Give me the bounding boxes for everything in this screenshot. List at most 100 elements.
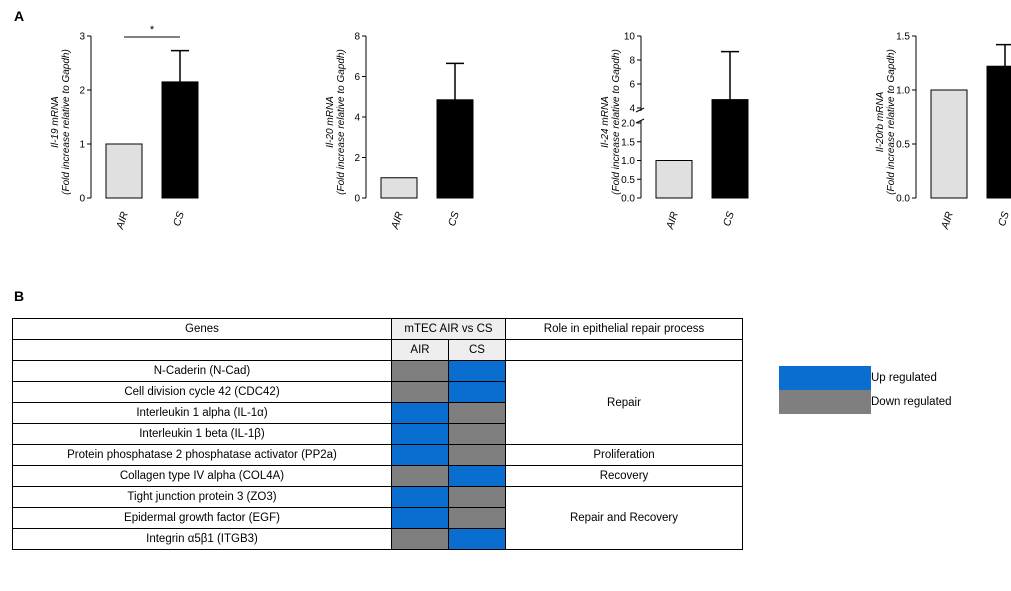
role-cell: Repair — [505, 360, 743, 445]
air-regulation-cell — [391, 528, 449, 550]
subheader-role-blank — [505, 339, 743, 361]
y-tick-label: 1 — [79, 140, 85, 151]
cs-regulation-cell — [448, 486, 506, 508]
panel-b-label: B — [14, 288, 25, 304]
gene-name-cell: Protein phosphatase 2 phosphatase activa… — [12, 444, 392, 466]
cs-regulation-cell — [448, 507, 506, 529]
y-tick-label: 0 — [79, 194, 85, 205]
air-bar — [930, 89, 968, 199]
gene-name-cell: N-Caderin (N-Cad) — [12, 360, 392, 382]
gene-regulation-table: Genes mTEC AIR vs CS Role in epithelial … — [12, 318, 743, 550]
cs-regulation-cell — [448, 381, 506, 403]
legend-up: Up regulated — [779, 366, 952, 390]
gene-name-cell: Collagen type IV alpha (COL4A) — [12, 465, 392, 487]
y-tick-label: 4 — [629, 104, 635, 115]
gene-name-cell: Integrin α5β1 (ITGB3) — [12, 528, 392, 550]
significance-marker: * — [150, 24, 155, 36]
y-tick-label: 0.0 — [621, 194, 635, 205]
cs-bar — [161, 81, 199, 199]
air-regulation-cell — [391, 444, 449, 466]
axis-break-mark — [635, 118, 645, 124]
subheader-blank — [12, 339, 392, 361]
role-cell: Proliferation — [505, 444, 743, 466]
y-tick-label: 0.5 — [621, 175, 635, 186]
table-row: Interleukin 1 alpha (IL-1α) — [12, 402, 743, 424]
air-bar — [105, 143, 143, 199]
air-regulation-cell — [391, 465, 449, 487]
cs-regulation-cell — [448, 360, 506, 382]
table-row: Protein phosphatase 2 phosphatase activa… — [12, 444, 743, 466]
legend-up-label: Up regulated — [871, 372, 937, 384]
table-row: N-Caderin (N-Cad) Repair — [12, 360, 743, 445]
air-header: AIR — [391, 339, 449, 361]
role-header: Role in epithelial repair process — [505, 318, 743, 340]
cs-bar — [986, 65, 1011, 199]
legend: Up regulated Down regulated — [779, 366, 952, 414]
air-regulation-cell — [391, 381, 449, 403]
gene-name-cell: Interleukin 1 beta (IL-1β) — [12, 423, 392, 445]
y-axis-label: Il-24 mRNA — [600, 96, 611, 148]
y-tick-label: 6 — [629, 80, 635, 91]
y-tick-label: 8 — [354, 32, 360, 43]
legend-down-label: Down regulated — [871, 396, 952, 408]
y-axis-label: Il-20 mRNA — [325, 96, 336, 148]
cs-regulation-cell — [448, 528, 506, 550]
cs-bar — [436, 99, 474, 199]
cs-regulation-cell — [448, 444, 506, 466]
y-axis-label-2: (Fold increase relative to Gapdh) — [61, 49, 72, 195]
category-label: AIR — [664, 210, 681, 232]
category-label: CS — [446, 210, 462, 228]
legend-down: Down regulated — [779, 390, 952, 414]
y-tick-label: 2 — [79, 86, 85, 97]
cs-header: CS — [448, 339, 506, 361]
y-axis-label-2: (Fold increase relative to Gapdh) — [886, 49, 897, 195]
y-axis-label-2: (Fold increase relative to Gapdh) — [611, 49, 622, 195]
y-axis-label-2: (Fold increase relative to Gapdh) — [336, 49, 347, 195]
group-header: mTEC AIR vs CS — [391, 318, 506, 340]
category-label: AIR — [939, 210, 956, 232]
y-tick-label: 10 — [624, 32, 636, 43]
air-regulation-cell — [391, 486, 449, 508]
category-label: AIR — [389, 210, 406, 232]
cs-regulation-cell — [448, 402, 506, 424]
y-tick-label: 2.0 — [621, 119, 635, 130]
role-cell: Repair and Recovery — [505, 486, 743, 550]
y-tick-label: 1.5 — [896, 32, 910, 43]
legend-up-swatch — [779, 366, 871, 390]
y-axis-label: Il-19 mRNA — [50, 96, 61, 148]
genes-header: Genes — [12, 318, 392, 340]
y-tick-label: 6 — [354, 72, 360, 83]
category-label: AIR — [114, 210, 131, 232]
cs-regulation-cell — [448, 465, 506, 487]
y-tick-label: 2 — [354, 153, 360, 164]
table-row: Tight junction protein 3 (ZO3) Repair and… — [12, 486, 743, 550]
axis-break-mark — [635, 107, 645, 113]
air-regulation-cell — [391, 360, 449, 382]
air-regulation-cell — [391, 423, 449, 445]
panel-a-label: A — [14, 8, 25, 24]
table-row: Collagen type IV alpha (COL4A) Recovery — [12, 465, 743, 487]
gene-name-cell: Tight junction protein 3 (ZO3) — [12, 486, 392, 508]
y-tick-label: 0.0 — [896, 194, 910, 205]
air-regulation-cell — [391, 507, 449, 529]
table-row: Interleukin 1 beta (IL-1β) — [12, 423, 743, 445]
table-header-row: Genes mTEC AIR vs CS Role in epithelial … — [12, 318, 743, 340]
y-tick-label: 1.0 — [621, 156, 635, 167]
cs-regulation-cell — [448, 423, 506, 445]
y-tick-label: 4 — [354, 113, 360, 124]
legend-down-swatch — [779, 390, 871, 414]
category-label: CS — [171, 210, 187, 228]
gene-name-cell: Cell division cycle 42 (CDC42) — [12, 381, 392, 403]
y-tick-label: 0 — [354, 194, 360, 205]
y-tick-label: 3 — [79, 32, 85, 43]
gene-name-cell: Epidermal growth factor (EGF) — [12, 507, 392, 529]
category-label: CS — [721, 210, 737, 228]
cs-bar — [711, 99, 749, 199]
y-axis-label: Il-20rb mRNA — [875, 91, 886, 152]
table-row: Cell division cycle 42 (CDC42) — [12, 381, 743, 403]
role-cell: Recovery — [505, 465, 743, 487]
air-bar — [655, 160, 693, 199]
air-regulation-cell — [391, 402, 449, 424]
table-row: Integrin α5β1 (ITGB3) — [12, 528, 743, 550]
